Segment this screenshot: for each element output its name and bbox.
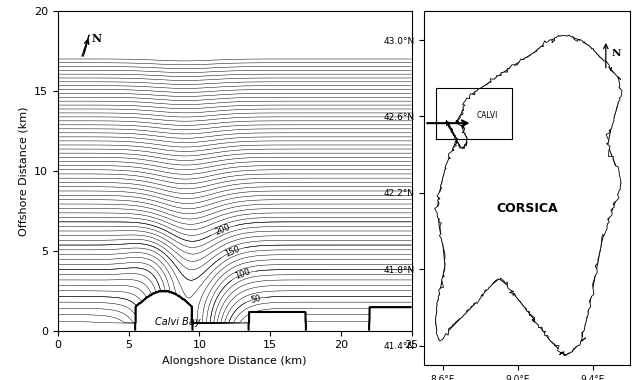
Text: 200: 200 [213, 223, 231, 237]
Text: 50: 50 [249, 293, 262, 305]
Text: 150: 150 [224, 244, 242, 259]
Polygon shape [435, 36, 620, 355]
Text: 100: 100 [234, 267, 252, 281]
Text: N: N [92, 33, 102, 44]
Y-axis label: Offshore Distance (km): Offshore Distance (km) [19, 106, 28, 236]
Text: CALVI: CALVI [476, 111, 498, 120]
Polygon shape [435, 35, 622, 355]
Text: Calvi Bay: Calvi Bay [156, 317, 201, 327]
Text: N: N [611, 49, 621, 58]
X-axis label: Alongshore Distance (km): Alongshore Distance (km) [163, 356, 307, 366]
Text: CORSICA: CORSICA [496, 202, 558, 215]
